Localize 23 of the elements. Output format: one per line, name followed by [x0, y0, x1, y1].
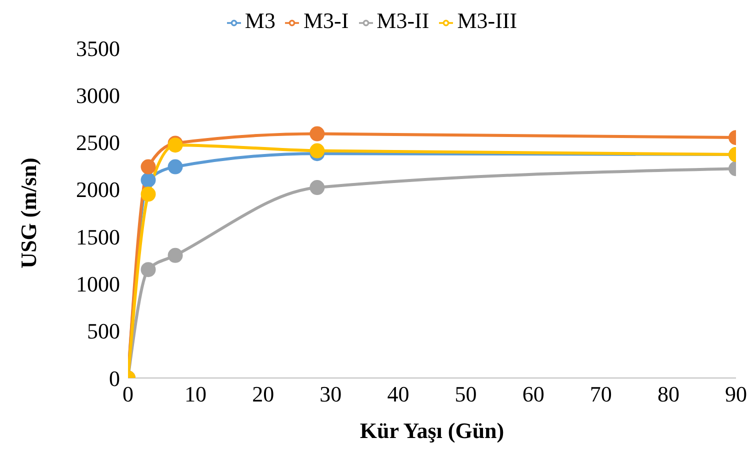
legend-label: M3-I	[303, 8, 349, 33]
y-tick-label: 500	[87, 318, 120, 344]
y-tick-label: 0	[109, 366, 120, 391]
x-tick-label: 40	[387, 382, 410, 407]
x-tick-label: 10	[184, 382, 207, 407]
y-axis-title: USG (m/sn)	[16, 158, 41, 268]
x-tick-label: 90	[725, 382, 747, 407]
y-tick-label: 3000	[76, 82, 120, 108]
x-axis-title: Kür Yaşı (Gün)	[360, 418, 504, 443]
legend-label: M3	[244, 8, 276, 33]
y-tick-label: 1500	[76, 224, 120, 250]
x-tick-label: 70	[590, 382, 612, 407]
x-tick-label: 30	[320, 382, 342, 407]
legend-label: M3-II	[376, 8, 430, 33]
x-tick-label: 80	[657, 382, 680, 407]
y-tick-label: 3500	[76, 36, 120, 61]
y-tick-label: 2500	[76, 130, 120, 156]
y-tick-label: 1000	[76, 272, 120, 297]
x-tick-label: 60	[522, 382, 544, 407]
legend-label: M3-III	[457, 8, 518, 33]
x-tick-label: 20	[252, 382, 274, 407]
y-tick-label: 2000	[76, 177, 120, 202]
x-tick-label: 50	[454, 382, 477, 407]
